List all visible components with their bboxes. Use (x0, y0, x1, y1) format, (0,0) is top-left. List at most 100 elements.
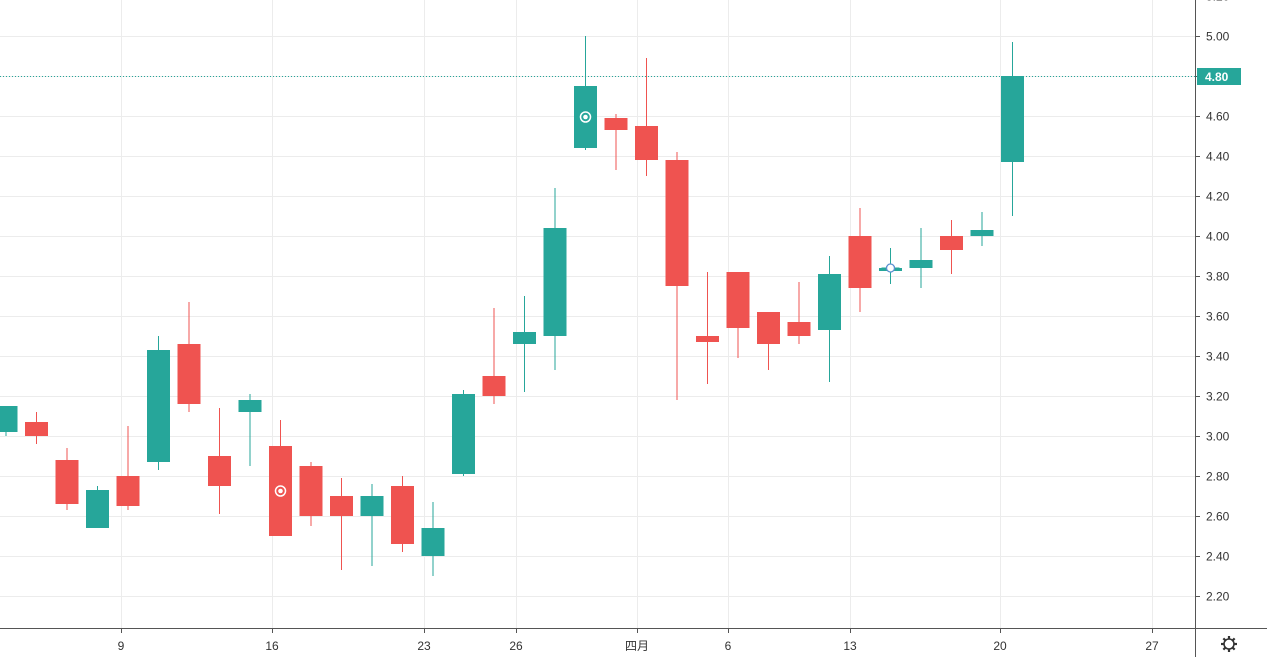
candle[interactable] (55, 448, 79, 510)
event-marker-dot (278, 488, 283, 494)
candle-body (25, 422, 48, 436)
x-tick-label: 6 (725, 639, 732, 653)
candle-body (787, 322, 811, 336)
y-tick-label: 3.40 (1206, 350, 1230, 364)
candle-body (177, 344, 201, 404)
last-price-badge (1197, 68, 1241, 85)
candle-body (940, 236, 963, 250)
candle[interactable] (757, 312, 780, 370)
candle-body (452, 394, 475, 474)
candle[interactable] (940, 220, 963, 274)
x-tick-label: 16 (265, 639, 279, 653)
last-price-value: 4.80 (1205, 70, 1229, 84)
candle[interactable] (360, 484, 384, 566)
candle[interactable] (116, 426, 140, 510)
y-tick-label: 3.80 (1206, 270, 1230, 284)
candle[interactable] (299, 462, 323, 526)
candle[interactable] (513, 296, 536, 392)
candle[interactable] (25, 412, 48, 444)
candle-body (238, 400, 262, 412)
candle[interactable] (482, 308, 506, 404)
candle[interactable] (665, 152, 689, 400)
candle[interactable] (421, 502, 445, 576)
candle-body (848, 236, 872, 288)
candle[interactable] (330, 478, 353, 570)
x-tick-label: 四月 (625, 639, 649, 653)
y-tick-label: 2.20 (1206, 590, 1230, 604)
candle-body (86, 490, 109, 528)
event-marker-dot (583, 114, 588, 120)
candle[interactable] (909, 228, 933, 288)
candle[interactable] (208, 408, 231, 514)
y-tick-label: 3.60 (1206, 310, 1230, 324)
candle[interactable] (0, 406, 18, 436)
candle-body (696, 336, 719, 342)
candle-body (970, 230, 994, 236)
candle-body (726, 272, 750, 328)
y-tick-label: 2.80 (1206, 470, 1230, 484)
candle[interactable] (604, 114, 628, 170)
candle[interactable] (696, 272, 719, 384)
candle-body (360, 496, 384, 516)
candle-body (147, 350, 170, 462)
y-tick-label: 2.60 (1206, 510, 1230, 524)
y-tick-label: 5.20 (1206, 0, 1230, 4)
candle[interactable] (452, 390, 475, 476)
candle-body (299, 466, 323, 516)
candle[interactable] (269, 420, 292, 536)
candle[interactable] (970, 212, 994, 246)
candle[interactable] (86, 486, 109, 528)
candle[interactable] (848, 208, 872, 312)
x-tick-label: 9 (118, 639, 125, 653)
candle-body (757, 312, 780, 344)
candles-layer (0, 36, 1024, 576)
candle-body (513, 332, 536, 344)
x-tick-label: 20 (993, 639, 1007, 653)
candle-body (604, 118, 628, 130)
candle[interactable] (391, 476, 414, 552)
candle[interactable] (879, 248, 902, 284)
candle-body (482, 376, 506, 396)
event-marker-icon[interactable] (274, 485, 287, 497)
candle-body (208, 456, 231, 486)
candle[interactable] (635, 58, 658, 176)
y-tick-label: 5.00 (1206, 30, 1230, 44)
x-tick-label: 13 (843, 639, 857, 653)
y-tick-label: 3.20 (1206, 390, 1230, 404)
candle-body (391, 486, 414, 544)
candle-body (330, 496, 353, 516)
y-tick-label: 3.00 (1206, 430, 1230, 444)
candle-body (818, 274, 841, 330)
candle[interactable] (238, 394, 262, 466)
y-tick-label: 4.20 (1206, 190, 1230, 204)
x-tick-label: 27 (1145, 639, 1159, 653)
candle-body (0, 406, 18, 432)
event-marker-icon[interactable] (579, 111, 592, 123)
candle[interactable] (818, 256, 841, 382)
candle-body (421, 528, 445, 556)
last-price-label: 4.80 (1197, 68, 1241, 85)
candle[interactable] (147, 336, 170, 470)
candle-body (116, 476, 140, 506)
gear-icon[interactable] (1221, 636, 1237, 652)
gear-ring (1223, 638, 1235, 650)
candle[interactable] (1001, 42, 1024, 216)
y-tick-label: 2.40 (1206, 550, 1230, 564)
candle-body (909, 260, 933, 268)
candle-body (665, 160, 689, 286)
candle[interactable] (787, 282, 811, 344)
x-tick-label: 26 (509, 639, 523, 653)
candle[interactable] (543, 188, 567, 370)
y-tick-label: 4.00 (1206, 230, 1230, 244)
y-tick-label: 4.60 (1206, 110, 1230, 124)
y-tick-label: 4.40 (1206, 150, 1230, 164)
candle-body (635, 126, 658, 160)
candle[interactable] (574, 36, 597, 150)
candle[interactable] (177, 302, 201, 412)
crosshair-point-icon (885, 263, 896, 273)
x-tick-label: 23 (417, 639, 431, 653)
candle[interactable] (726, 272, 750, 358)
